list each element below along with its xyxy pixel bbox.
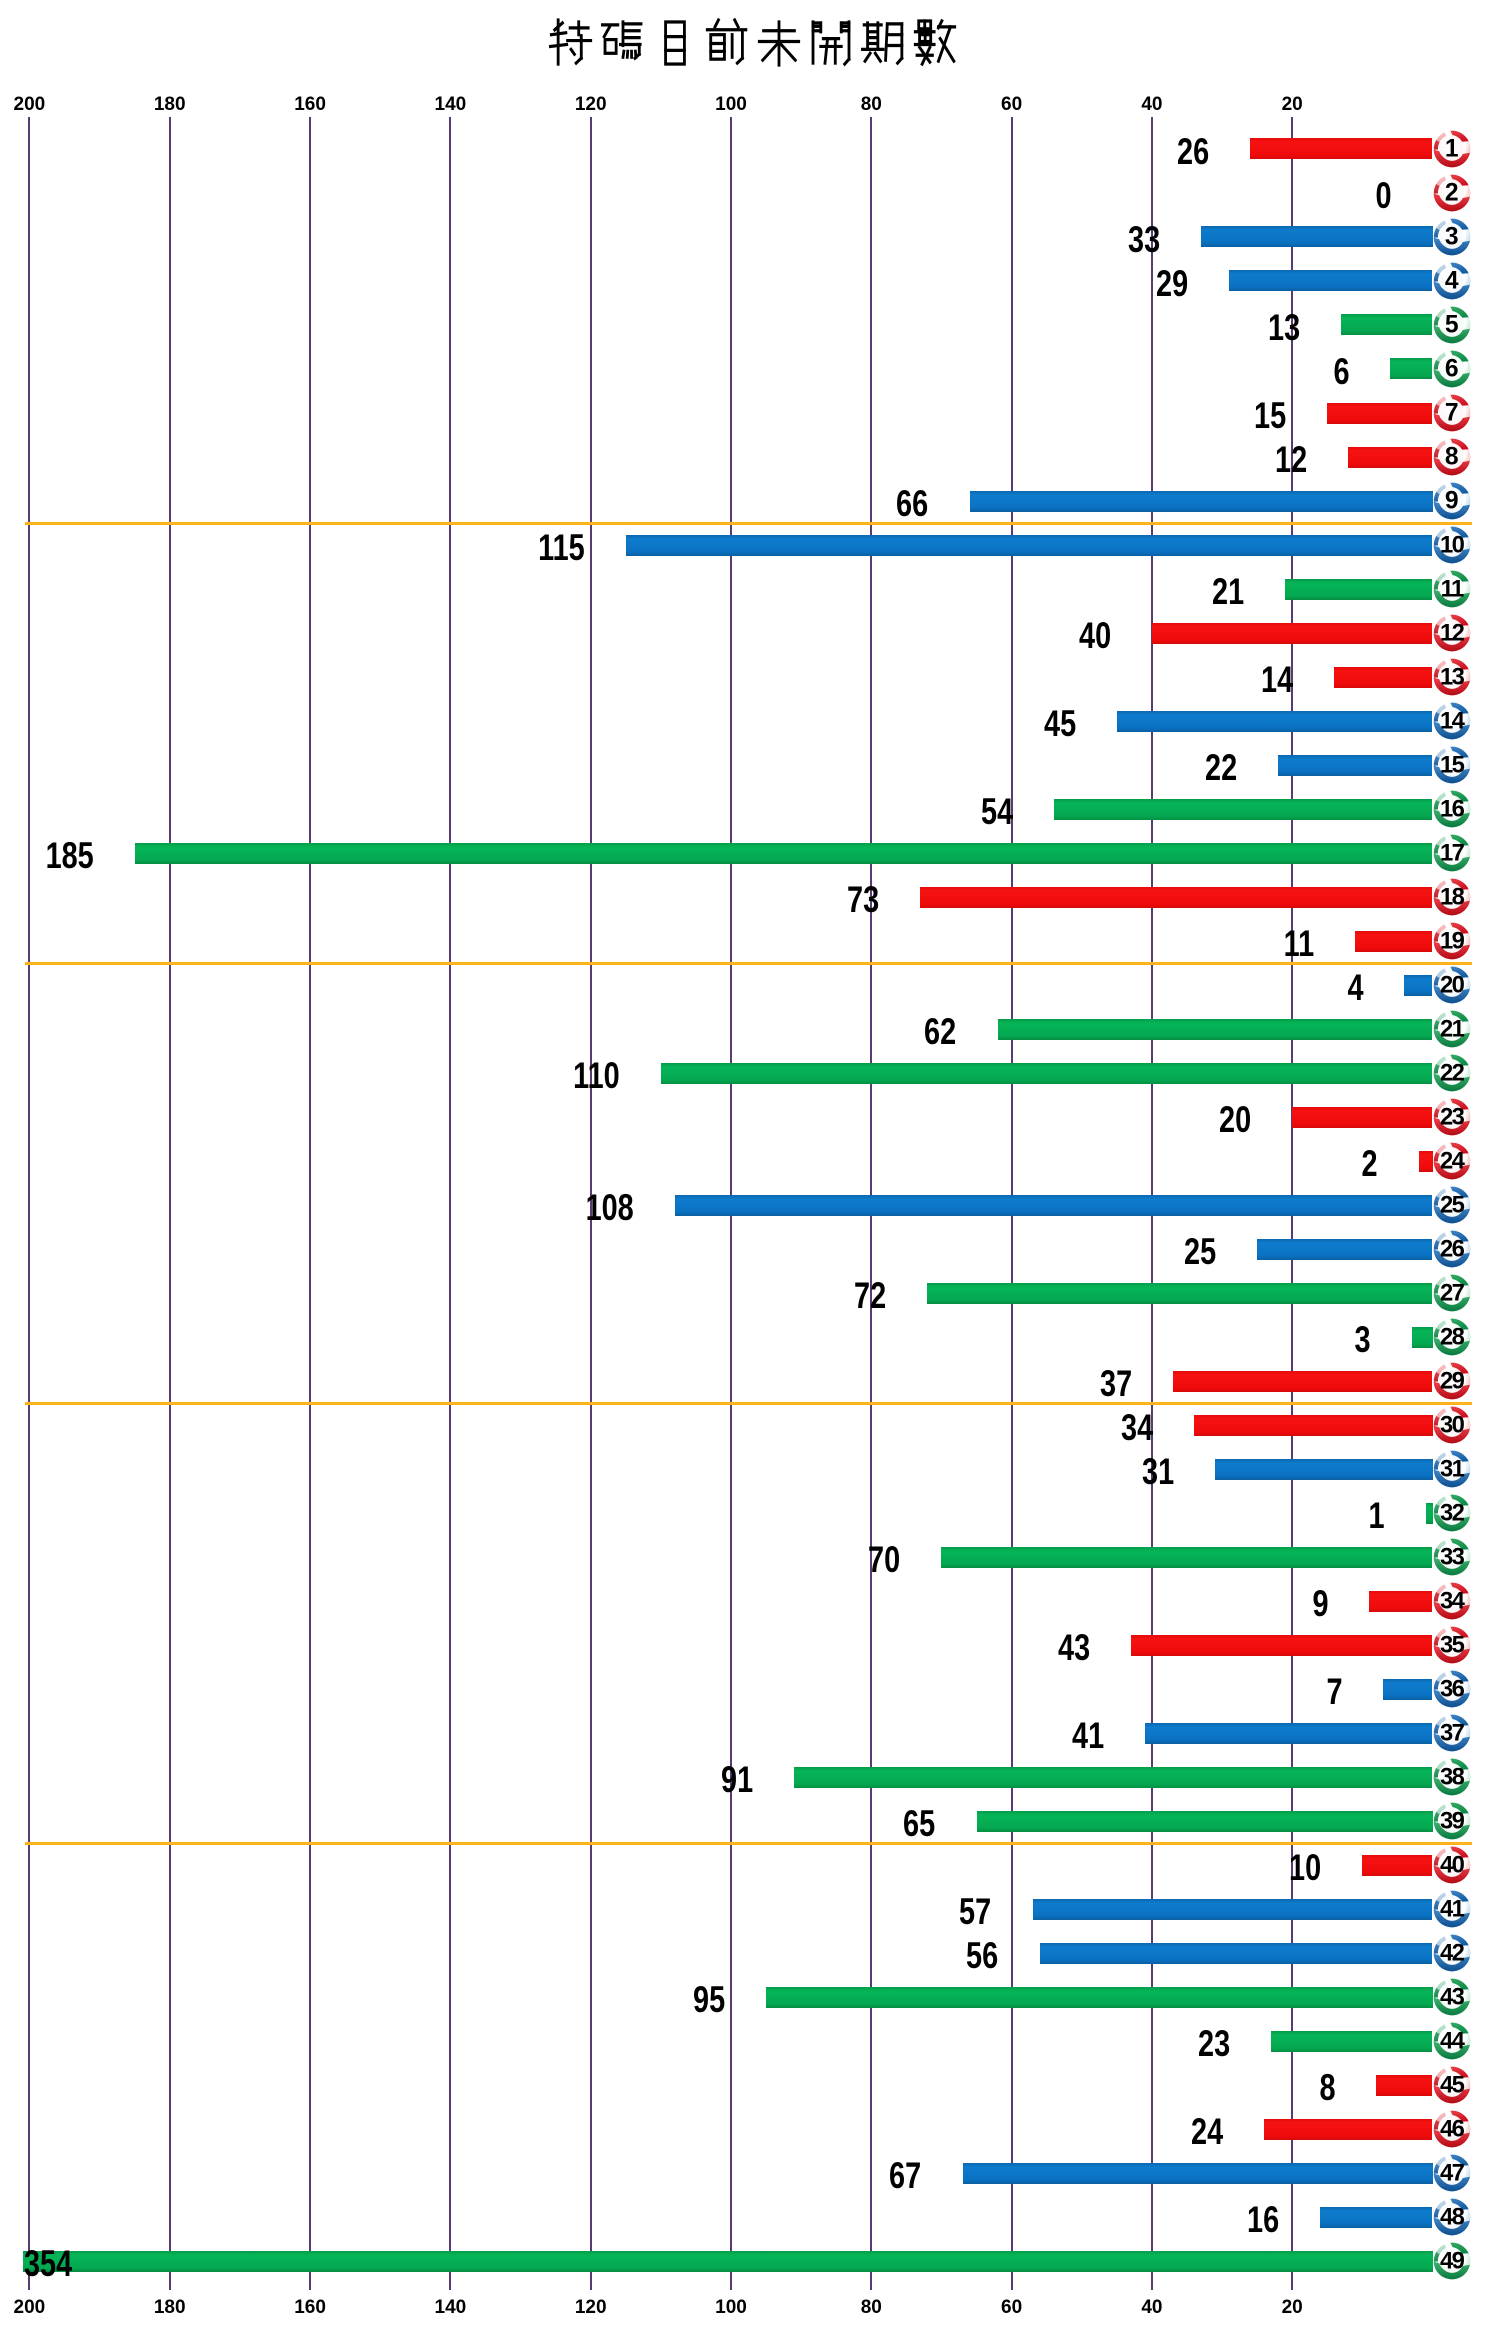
svg-text:20: 20 bbox=[1440, 971, 1465, 998]
svg-text:40: 40 bbox=[1440, 1852, 1465, 1879]
svg-text:3: 3 bbox=[1445, 223, 1459, 250]
svg-text:14: 14 bbox=[1440, 707, 1466, 734]
svg-text:25: 25 bbox=[1440, 1191, 1465, 1218]
svg-text:24: 24 bbox=[1440, 1147, 1466, 1174]
svg-text:21: 21 bbox=[1440, 1015, 1465, 1042]
svg-text:8: 8 bbox=[1445, 443, 1459, 470]
svg-text:17: 17 bbox=[1440, 839, 1465, 866]
svg-text:4: 4 bbox=[1445, 267, 1459, 294]
svg-text:18: 18 bbox=[1440, 883, 1465, 910]
svg-text:13: 13 bbox=[1440, 663, 1465, 690]
svg-text:11: 11 bbox=[1441, 575, 1464, 602]
svg-text:1: 1 bbox=[1445, 135, 1459, 162]
svg-text:10: 10 bbox=[1440, 531, 1465, 558]
svg-text:23: 23 bbox=[1440, 1103, 1465, 1130]
svg-text:45: 45 bbox=[1440, 2072, 1465, 2099]
svg-text:5: 5 bbox=[1445, 311, 1459, 338]
svg-text:7: 7 bbox=[1445, 399, 1459, 426]
svg-text:34: 34 bbox=[1440, 1587, 1466, 1614]
svg-text:32: 32 bbox=[1440, 1499, 1465, 1526]
svg-text:37: 37 bbox=[1440, 1720, 1465, 1747]
svg-text:9: 9 bbox=[1445, 487, 1459, 514]
svg-text:38: 38 bbox=[1440, 1764, 1465, 1791]
svg-text:12: 12 bbox=[1440, 619, 1465, 646]
svg-text:19: 19 bbox=[1440, 927, 1465, 954]
svg-text:22: 22 bbox=[1440, 1059, 1465, 1086]
svg-text:47: 47 bbox=[1440, 2160, 1465, 2187]
svg-text:41: 41 bbox=[1440, 1896, 1465, 1923]
svg-text:2: 2 bbox=[1445, 179, 1459, 206]
svg-text:43: 43 bbox=[1440, 1984, 1465, 2011]
svg-text:31: 31 bbox=[1440, 1455, 1465, 1482]
svg-text:46: 46 bbox=[1440, 2116, 1465, 2143]
svg-text:6: 6 bbox=[1445, 355, 1459, 382]
svg-text:39: 39 bbox=[1440, 1808, 1465, 1835]
svg-text:48: 48 bbox=[1440, 2204, 1465, 2231]
svg-text:27: 27 bbox=[1440, 1279, 1465, 1306]
svg-text:30: 30 bbox=[1440, 1411, 1465, 1438]
svg-text:49: 49 bbox=[1440, 2248, 1465, 2275]
svg-text:26: 26 bbox=[1440, 1235, 1465, 1262]
svg-text:36: 36 bbox=[1440, 1675, 1465, 1702]
svg-text:29: 29 bbox=[1440, 1367, 1465, 1394]
svg-text:16: 16 bbox=[1440, 795, 1465, 822]
svg-text:28: 28 bbox=[1440, 1323, 1465, 1350]
svg-text:33: 33 bbox=[1440, 1543, 1465, 1570]
svg-text:44: 44 bbox=[1440, 2028, 1466, 2055]
svg-text:35: 35 bbox=[1440, 1631, 1465, 1658]
svg-text:42: 42 bbox=[1440, 1940, 1465, 1967]
svg-text:15: 15 bbox=[1440, 751, 1465, 778]
